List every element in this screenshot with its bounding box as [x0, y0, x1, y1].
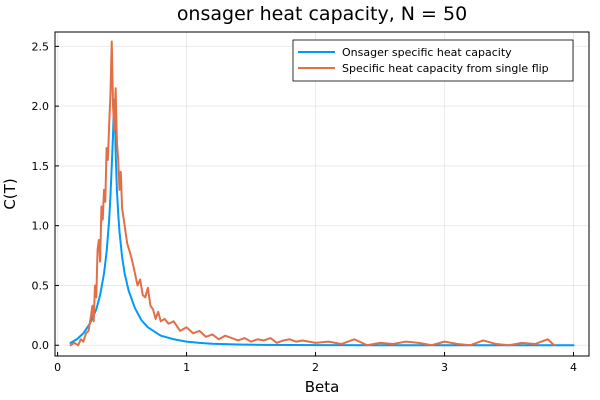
- x-tick-label: 2: [312, 361, 319, 374]
- x-tick-label: 4: [570, 361, 577, 374]
- series-line-single-flip: [69, 40, 556, 347]
- x-tick-label: 1: [183, 361, 190, 374]
- y-tick-label: 1.0: [32, 220, 50, 233]
- y-tick-label: 0.0: [32, 339, 50, 352]
- legend: Onsager specific heat capacity Specific …: [292, 39, 574, 82]
- legend-label-single-flip: Specific heat capacity from single flip: [342, 62, 549, 75]
- x-tick-label: 0: [54, 361, 61, 374]
- y-tick-label: 2.0: [32, 100, 50, 113]
- legend-box: [292, 39, 574, 82]
- series-line-onsager: [69, 99, 575, 347]
- x-tick-label: 3: [441, 361, 448, 374]
- series-layer: [69, 40, 575, 347]
- ticks: 0 1 2 3 4 0.0 0.5 1.0 1.5 2.0 2.5: [32, 40, 578, 374]
- y-tick-label: 0.5: [32, 279, 50, 292]
- y-tick-label: 1.5: [32, 160, 50, 173]
- plot-frame: [54, 31, 590, 357]
- y-axis-label: C(T): [1, 178, 19, 209]
- x-axis-label: Beta: [305, 378, 340, 396]
- legend-label-onsager: Onsager specific heat capacity: [342, 46, 512, 59]
- chart-title: onsager heat capacity, N = 50: [177, 3, 467, 25]
- y-tick-label: 2.5: [32, 40, 50, 53]
